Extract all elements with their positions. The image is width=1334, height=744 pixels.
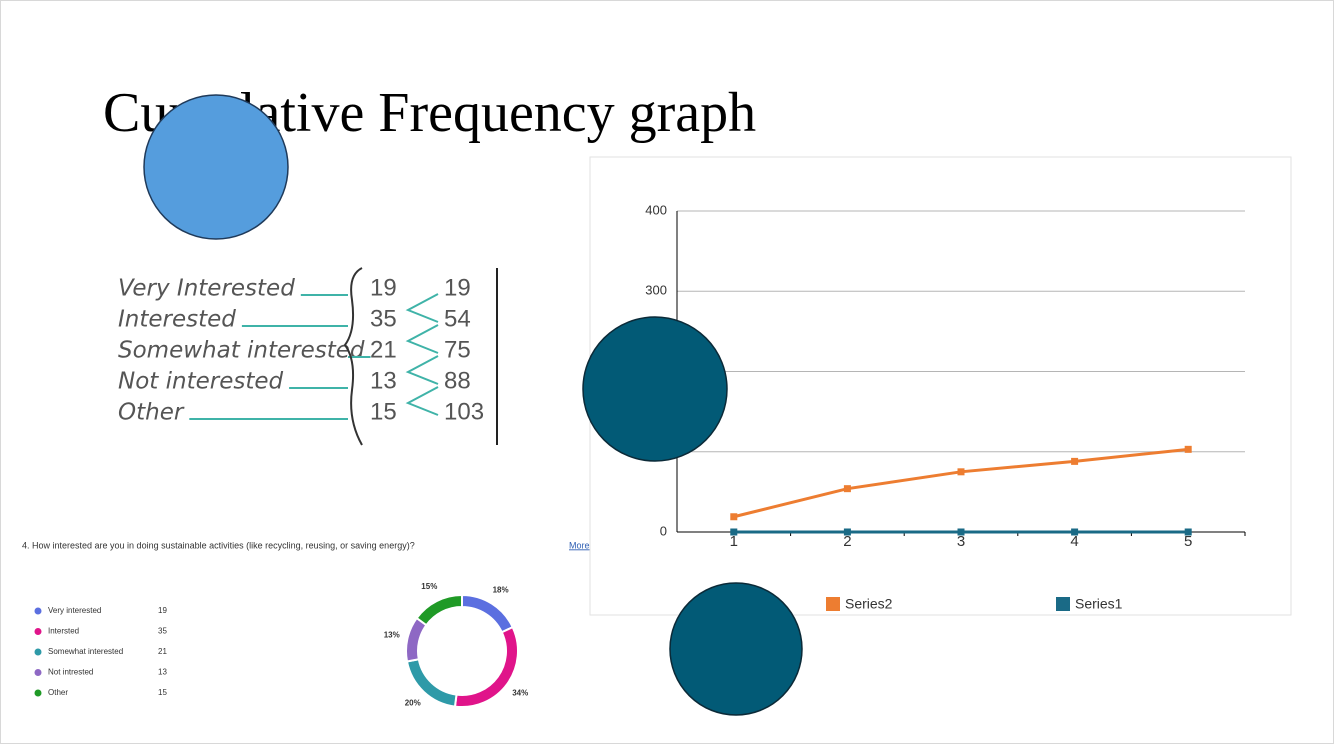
series-marker (957, 468, 965, 476)
note-zigzag (405, 386, 439, 416)
note-frequency: 19 (370, 274, 397, 301)
series-marker (1071, 528, 1079, 536)
note-label: Interested (118, 307, 236, 333)
donut-slice (415, 593, 463, 627)
donut-label: 15% (421, 582, 437, 591)
series-marker (843, 528, 851, 536)
legend-dot (34, 669, 42, 676)
note-frequency: 15 (370, 398, 397, 425)
legend-dot (34, 689, 42, 697)
note-zigzag (405, 324, 439, 354)
legend-count: 19 (158, 606, 167, 615)
legend-label: Series1 (1075, 596, 1123, 612)
note-cumulative: 54 (444, 305, 471, 332)
legend-swatch (826, 597, 840, 611)
note-label: Very Interested (118, 276, 295, 302)
x-tick-label: 2 (843, 533, 851, 550)
note-brace (343, 267, 363, 446)
legend-label: Intersted (48, 627, 79, 636)
legend-label: Very interested (48, 606, 101, 615)
legend-dot (34, 607, 42, 615)
note-label: Somewhat interested (118, 338, 365, 364)
shape-circle (669, 582, 803, 716)
series-marker (730, 528, 738, 536)
shape-circle (143, 94, 289, 240)
series-marker (1184, 528, 1192, 536)
survey-question: 4. How interested are you in doing susta… (22, 540, 415, 550)
legend-count: 13 (158, 668, 167, 677)
legend-dot (34, 648, 42, 656)
note-cumulative: 103 (444, 398, 484, 425)
y-tick-label: 400 (645, 202, 667, 217)
donut-label: 13% (384, 630, 400, 639)
legend-label: Somewhat interested (48, 647, 123, 656)
legend-label: Series2 (845, 596, 893, 612)
donut-label: 18% (493, 585, 509, 594)
note-frequency: 21 (370, 336, 397, 363)
note-frequency: 35 (370, 305, 397, 332)
note-cumulative: 88 (444, 367, 471, 394)
note-cumulative: 19 (444, 274, 471, 301)
y-tick-label: 0 (660, 523, 667, 538)
note-zigzag (405, 293, 439, 323)
legend-dot (34, 628, 42, 635)
note-zigzag (405, 355, 439, 385)
x-tick-label: 4 (1070, 533, 1078, 550)
legend-count: 15 (158, 688, 167, 697)
x-tick-label: 1 (730, 533, 738, 550)
legend-label: Other (48, 688, 68, 697)
note-cumulative: 75 (444, 336, 471, 363)
x-tick-label: 5 (1184, 533, 1192, 550)
legend-label: Not intrested (48, 668, 93, 677)
shape-circle (582, 316, 728, 462)
legend-swatch (1056, 597, 1070, 611)
series-marker (1184, 445, 1192, 453)
legend-count: 21 (158, 647, 167, 656)
legend-count: 35 (158, 627, 167, 636)
series-marker (1071, 457, 1079, 465)
series-marker (730, 513, 738, 521)
y-tick-label: 300 (645, 283, 667, 298)
note-frequency: 13 (370, 367, 397, 394)
donut-label: 20% (405, 699, 421, 708)
note-label: Not interested (118, 369, 283, 395)
series-marker (843, 485, 851, 493)
note-label: Other (118, 400, 185, 426)
x-tick-label: 3 (957, 533, 965, 550)
more-link[interactable]: More (569, 540, 590, 550)
series-marker (957, 528, 965, 536)
donut-label: 34% (512, 688, 528, 697)
